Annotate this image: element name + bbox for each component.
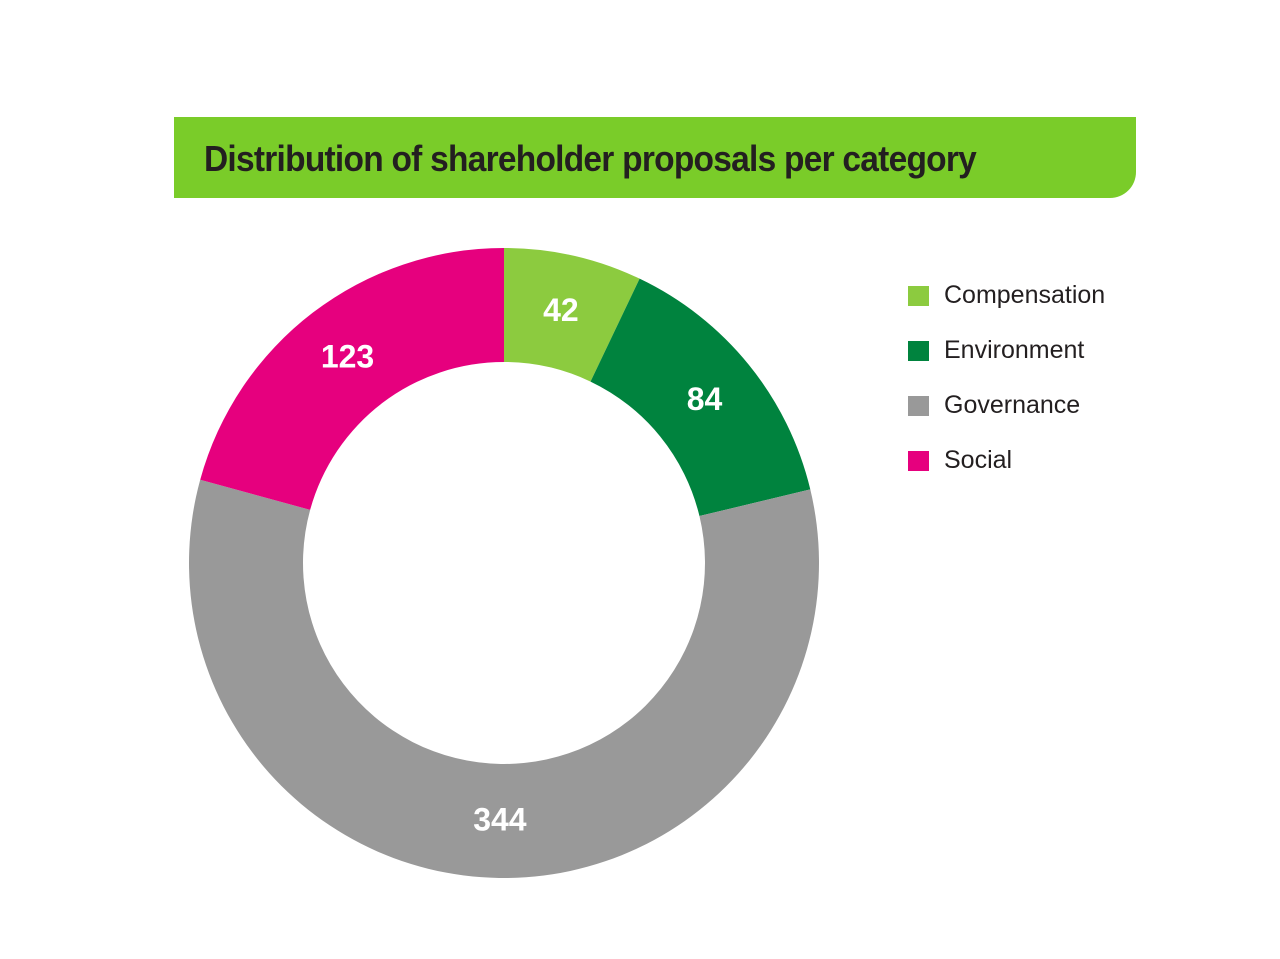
svg-text:84: 84 [687, 381, 723, 417]
svg-text:123: 123 [321, 338, 374, 374]
svg-text:42: 42 [543, 292, 579, 328]
svg-text:344: 344 [473, 801, 527, 837]
